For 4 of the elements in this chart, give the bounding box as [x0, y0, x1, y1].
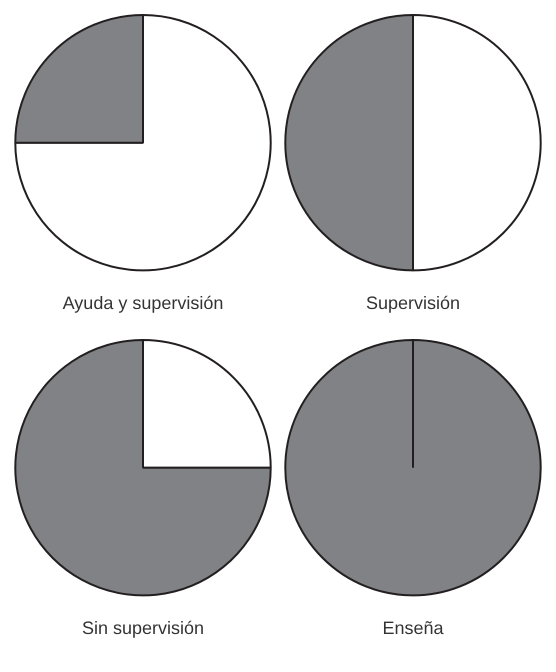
text: Ayuda y supervisión [62, 293, 224, 314]
text: Supervisión [366, 293, 460, 314]
text: Enseña [382, 618, 445, 638]
text: Sin supervisión [82, 618, 204, 638]
